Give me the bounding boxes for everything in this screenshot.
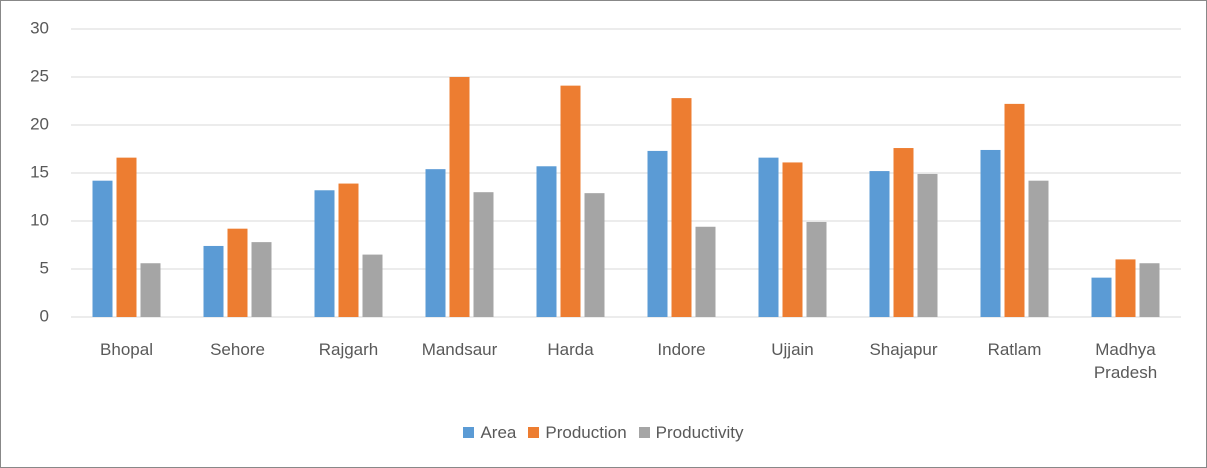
bar: [203, 245, 224, 317]
bar: [227, 228, 248, 317]
bar: [251, 242, 272, 317]
bar: [980, 149, 1001, 317]
bar: [140, 263, 161, 317]
y-tick-label: 10: [30, 210, 49, 229]
legend-swatch: [528, 427, 540, 438]
bar: [869, 171, 890, 317]
bar: [647, 150, 668, 317]
legend: Area Production Productivity: [1, 423, 1206, 443]
y-tick-label: 30: [30, 18, 49, 37]
bar: [917, 173, 938, 317]
x-tick-label: Harda: [547, 340, 594, 359]
x-tick-label: Bhopal: [100, 340, 153, 359]
bar: [314, 190, 335, 317]
x-tick-label: Madhya Pradesh: [1093, 340, 1158, 382]
bar: [449, 77, 470, 317]
y-tick-label: 0: [40, 306, 49, 325]
bar: [584, 193, 605, 317]
y-tick-label: 25: [30, 66, 49, 85]
legend-swatch: [463, 427, 475, 438]
bar: [116, 157, 137, 317]
bar: [1115, 259, 1136, 317]
bar: [806, 221, 827, 317]
x-tick-label: Rajgarh: [318, 340, 379, 359]
bar: [560, 85, 581, 317]
bar: [362, 254, 383, 317]
bar: [671, 98, 692, 318]
bar: [536, 166, 557, 317]
legend-label: Productivity: [655, 423, 744, 442]
bar: [782, 162, 803, 317]
x-tick-label: Indore: [657, 340, 706, 359]
legend-item: Area: [463, 423, 516, 443]
bar: [92, 180, 113, 317]
bar: [338, 183, 359, 317]
x-tick-label: Ujjain: [771, 340, 814, 359]
legend-item: Productivity: [638, 423, 744, 443]
bar: [695, 226, 716, 317]
bar: [1139, 263, 1160, 317]
bar: [425, 169, 446, 317]
bar: [1004, 103, 1025, 317]
x-tick-label: Shajapur: [869, 340, 938, 359]
legend-swatch: [638, 427, 650, 438]
legend-label: Area: [480, 423, 517, 442]
x-tick-label: Sehore: [210, 340, 265, 359]
bar: [1091, 277, 1112, 317]
legend-item: Production: [528, 423, 627, 443]
bar: [758, 157, 779, 317]
y-tick-label: 20: [30, 114, 49, 133]
y-tick-label: 5: [40, 258, 49, 277]
bar: [473, 192, 494, 317]
x-tick-label: Mandsaur: [421, 340, 498, 359]
bar: [1028, 180, 1049, 317]
bar: [893, 148, 914, 317]
legend-label: Production: [545, 423, 627, 442]
y-tick-label: 15: [30, 162, 49, 181]
x-tick-label: Ratlam: [987, 340, 1042, 359]
